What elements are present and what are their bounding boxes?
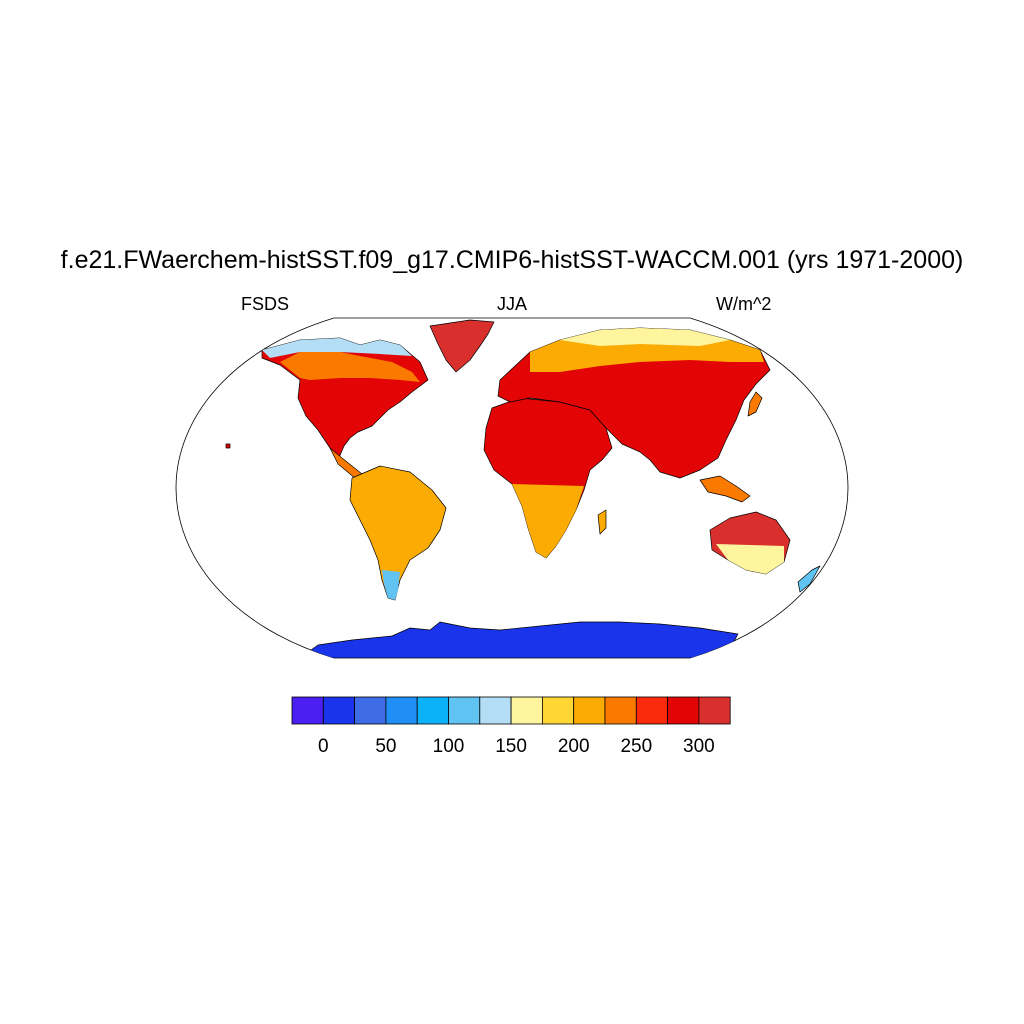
colorbar-box [291, 696, 324, 725]
colorbar-box [448, 696, 481, 725]
hawaii [225, 443, 231, 449]
colorbar-tick-label: 250 [620, 736, 652, 757]
plot-title: f.e21.FWaerchem-histSST.f09_g17.CMIP6-hi… [60, 246, 964, 274]
colorbar-tick-label: 0 [318, 736, 329, 757]
colorbar-tick-label: 200 [558, 736, 590, 757]
units-label: W/m^2 [716, 294, 772, 314]
colorbar-tick-label: 100 [433, 736, 465, 757]
colorbar-box [667, 696, 700, 725]
africa-south [512, 484, 584, 558]
antarctica [299, 621, 739, 658]
colorbar-box [635, 696, 668, 725]
variable-label: FSDS [241, 294, 290, 314]
greenland [429, 319, 495, 373]
colorbar-box [510, 696, 543, 725]
colorbar-box [416, 696, 449, 725]
colorbar-box [573, 696, 606, 725]
colorbar-tick-label: 150 [495, 736, 527, 757]
north-america-subarctic [280, 350, 420, 382]
japan [747, 391, 763, 417]
south-america-south [382, 570, 400, 600]
colorbar-box [322, 696, 355, 725]
colorbar-box [604, 696, 637, 725]
new-zealand [797, 565, 821, 593]
southeast-asia [699, 475, 751, 503]
eurasia-arctic [560, 328, 730, 346]
australia-south [716, 544, 784, 574]
colorbar-box [385, 696, 418, 725]
colorbar-box [542, 696, 575, 725]
south-america [349, 465, 447, 601]
colorbar-tick-label: 50 [375, 736, 396, 757]
colorbar-box [479, 696, 512, 725]
madagascar [597, 509, 607, 535]
season-label: JJA [496, 294, 527, 314]
colorbar-box [354, 696, 387, 725]
colorbar-tick-label: 300 [683, 736, 715, 757]
colorbar-box [698, 696, 731, 725]
north-america-arctic [262, 338, 412, 358]
